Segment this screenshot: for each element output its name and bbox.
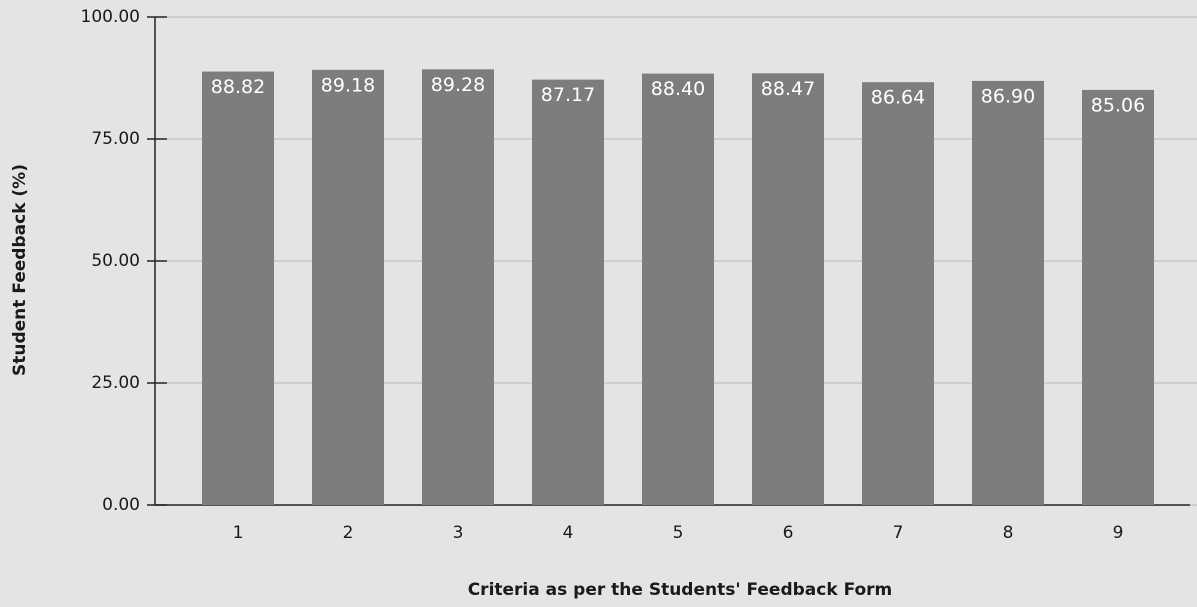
value-label: 86.64 bbox=[871, 87, 925, 109]
bar bbox=[972, 80, 1044, 505]
x-tick-label: 9 bbox=[1113, 523, 1124, 543]
value-label: 88.47 bbox=[761, 78, 815, 100]
x-tick-label: 7 bbox=[893, 523, 904, 543]
y-tick-label: 0.00 bbox=[102, 495, 140, 515]
value-label: 88.40 bbox=[651, 78, 705, 100]
x-tick-label: 1 bbox=[233, 523, 244, 543]
value-label: 89.18 bbox=[321, 74, 375, 96]
bar bbox=[532, 79, 604, 505]
bar bbox=[642, 73, 714, 505]
y-tick-label: 100.00 bbox=[81, 7, 140, 27]
y-tick-label: 50.00 bbox=[91, 251, 140, 271]
x-tick-label: 2 bbox=[343, 523, 354, 543]
bar bbox=[202, 71, 274, 505]
y-tick-label: 25.00 bbox=[91, 373, 140, 393]
y-axis-title: Student Feedback (%) bbox=[10, 164, 30, 376]
x-tick-label: 3 bbox=[453, 523, 464, 543]
bar bbox=[312, 69, 384, 505]
x-tick-label: 5 bbox=[673, 523, 684, 543]
value-label: 86.90 bbox=[981, 85, 1035, 107]
value-label: 89.28 bbox=[431, 74, 485, 96]
bar bbox=[422, 69, 494, 505]
value-label: 85.06 bbox=[1091, 94, 1145, 116]
x-tick-label: 6 bbox=[783, 523, 794, 543]
x-tick-label: 4 bbox=[563, 523, 574, 543]
bar bbox=[1082, 89, 1154, 506]
bar bbox=[862, 82, 934, 505]
y-tick-label: 75.00 bbox=[91, 129, 140, 149]
value-label: 88.82 bbox=[211, 76, 265, 98]
x-axis-title: Criteria as per the Students' Feedback F… bbox=[468, 580, 893, 600]
bar bbox=[752, 73, 824, 505]
value-label: 87.17 bbox=[541, 84, 595, 106]
x-tick-label: 8 bbox=[1003, 523, 1014, 543]
